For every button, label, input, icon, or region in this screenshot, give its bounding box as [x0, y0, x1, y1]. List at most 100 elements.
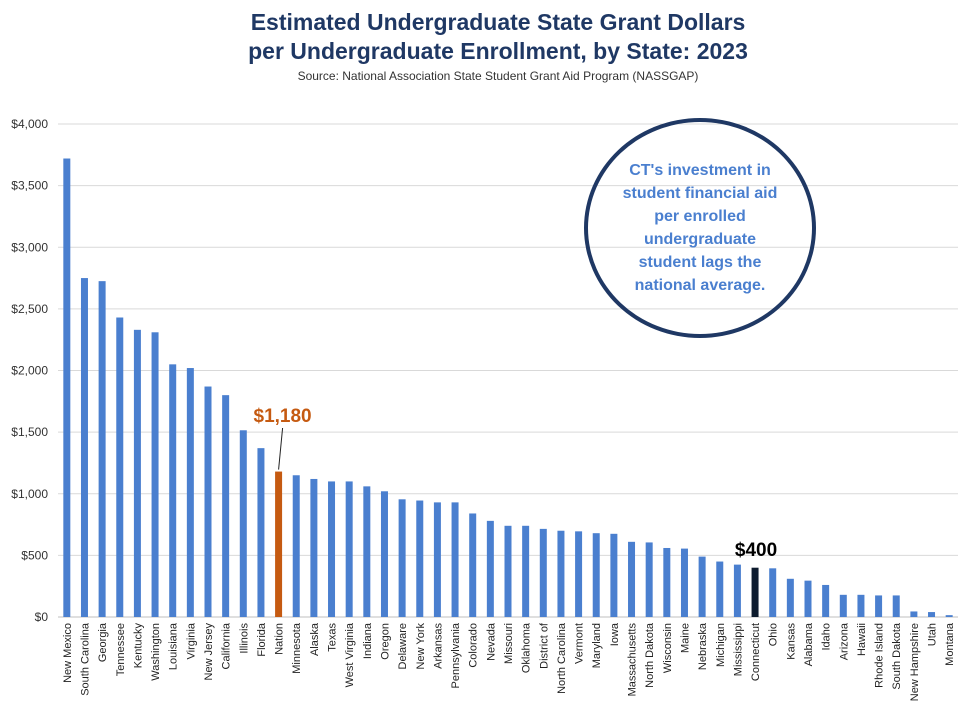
bar-ohio — [769, 568, 777, 617]
x-tick-label: Oregon — [379, 623, 391, 660]
x-tick-label: Washington — [150, 623, 162, 681]
callout-text: CT's investment in student financial aid… — [622, 162, 778, 294]
x-tick-label: Arkansas — [432, 623, 444, 669]
bar-nebraska — [698, 556, 706, 617]
bar-california — [222, 395, 230, 617]
chart-title-line-1: Estimated Undergraduate State Grant Doll… — [250, 9, 746, 35]
bar-alabama — [804, 580, 812, 617]
x-tick-label: Alaska — [309, 622, 321, 656]
bar-washington — [151, 332, 159, 617]
x-tick-label: Delaware — [397, 623, 409, 669]
x-tick-label: Michigan — [715, 623, 727, 667]
bar-montana — [945, 615, 953, 617]
x-tick-label: Illinois — [238, 623, 250, 654]
bar-delaware — [398, 499, 406, 617]
x-tick-label: California — [221, 622, 233, 669]
bar-colorado — [469, 513, 477, 617]
x-tick-label: Ohio — [768, 623, 780, 646]
bar-kentucky — [133, 329, 141, 617]
bar-hawaii — [857, 594, 865, 617]
x-tick-label: Kentucky — [132, 623, 144, 669]
bar-oklahoma — [522, 525, 530, 617]
x-tick-label: Florida — [256, 622, 268, 657]
bar-texas — [328, 481, 336, 617]
x-tick-label: Missouri — [503, 623, 515, 664]
x-tick-label: New York — [415, 623, 427, 670]
chart-subtitle: Source: National Association State Stude… — [297, 69, 699, 83]
x-tick-label: Indiana — [362, 622, 374, 659]
x-tick-label: New Mexico — [62, 623, 74, 683]
bar-nation — [275, 471, 283, 617]
bars — [63, 158, 953, 617]
y-tick-label: $3,500 — [11, 179, 48, 193]
y-tick-label: $4,000 — [11, 117, 48, 131]
bar-north-carolina — [557, 530, 565, 617]
bar-idaho — [822, 584, 830, 617]
leader-line-nation — [278, 427, 284, 470]
bar-iowa — [610, 533, 618, 617]
bar-massachusetts — [628, 541, 636, 617]
bar-florida — [257, 448, 265, 617]
bar-pennsylvania — [451, 502, 459, 617]
x-tick-label: New Hampshire — [909, 623, 921, 701]
y-tick-label: $2,500 — [11, 302, 48, 316]
x-tick-label: Georgia — [97, 622, 109, 662]
x-tick-label: Vermont — [574, 623, 586, 664]
y-tick-label: $0 — [35, 610, 49, 624]
chart-title: Estimated Undergraduate State Grant Doll… — [0, 8, 960, 66]
x-tick-label: Massachusetts — [627, 623, 639, 697]
bar-georgia — [98, 281, 106, 617]
data-label-connecticut: $400 — [735, 540, 777, 561]
x-tick-label: Oklahoma — [521, 622, 533, 673]
bar-south-carolina — [80, 278, 88, 617]
x-tick-label: West Virginia — [344, 622, 356, 687]
bar-indiana — [363, 486, 371, 617]
bar-district-of — [539, 528, 547, 617]
y-tick-label: $2,000 — [11, 364, 48, 378]
x-tick-label: Idaho — [821, 623, 833, 651]
bar-mississippi — [733, 564, 741, 617]
bar-minnesota — [292, 475, 300, 617]
x-tick-label: Texas — [327, 623, 339, 652]
bar-new-jersey — [204, 386, 212, 617]
bar-maryland — [592, 533, 600, 617]
x-tick-label: Mississippi — [732, 623, 744, 676]
y-axis-tick-labels: $0 $500 $1,000 $1,500 $2,000 $2,500 $3,000 $3,5… — [11, 117, 48, 624]
x-tick-label: Maryland — [591, 623, 603, 668]
bar-connecticut — [751, 567, 759, 617]
bar-new-york — [416, 500, 424, 617]
x-tick-label: Hawaii — [856, 623, 868, 656]
x-tick-label: New Jersey — [203, 623, 215, 681]
bar-nevada — [486, 520, 494, 617]
bar-tennessee — [116, 317, 124, 617]
x-tick-label: Colorado — [468, 623, 480, 668]
x-tick-label: Louisiana — [168, 622, 180, 670]
x-tick-label: South Dakota — [891, 622, 903, 690]
bar-utah — [928, 612, 936, 617]
x-tick-label: Nevada — [485, 622, 497, 661]
bar-michigan — [716, 561, 724, 617]
x-tick-label: Montana — [944, 622, 956, 666]
x-tick-label: Utah — [927, 623, 939, 646]
bar-maine — [680, 548, 688, 617]
bar-vermont — [575, 531, 583, 617]
y-tick-label: $1,500 — [11, 425, 48, 439]
data-label-nation: $1,180 — [254, 406, 312, 427]
bar-kansas — [786, 578, 794, 617]
bar-rhode-island — [875, 595, 883, 617]
x-tick-label: Kansas — [785, 623, 797, 660]
bar-oregon — [380, 491, 388, 617]
chart-title-line-2: per Undergraduate Enrollment, by State: … — [248, 38, 748, 64]
x-tick-label: North Carolina — [556, 622, 568, 694]
x-tick-label: Arizona — [838, 622, 850, 660]
bar-missouri — [504, 525, 512, 617]
bar-arkansas — [433, 502, 441, 617]
x-tick-label: Pennsylvania — [450, 622, 462, 688]
x-tick-label: Maine — [679, 623, 691, 653]
bar-south-dakota — [892, 595, 900, 617]
x-tick-label: Nebraska — [697, 622, 709, 670]
bar-alaska — [310, 478, 318, 617]
bar-north-dakota — [645, 542, 653, 617]
x-tick-label: North Dakota — [644, 622, 656, 688]
